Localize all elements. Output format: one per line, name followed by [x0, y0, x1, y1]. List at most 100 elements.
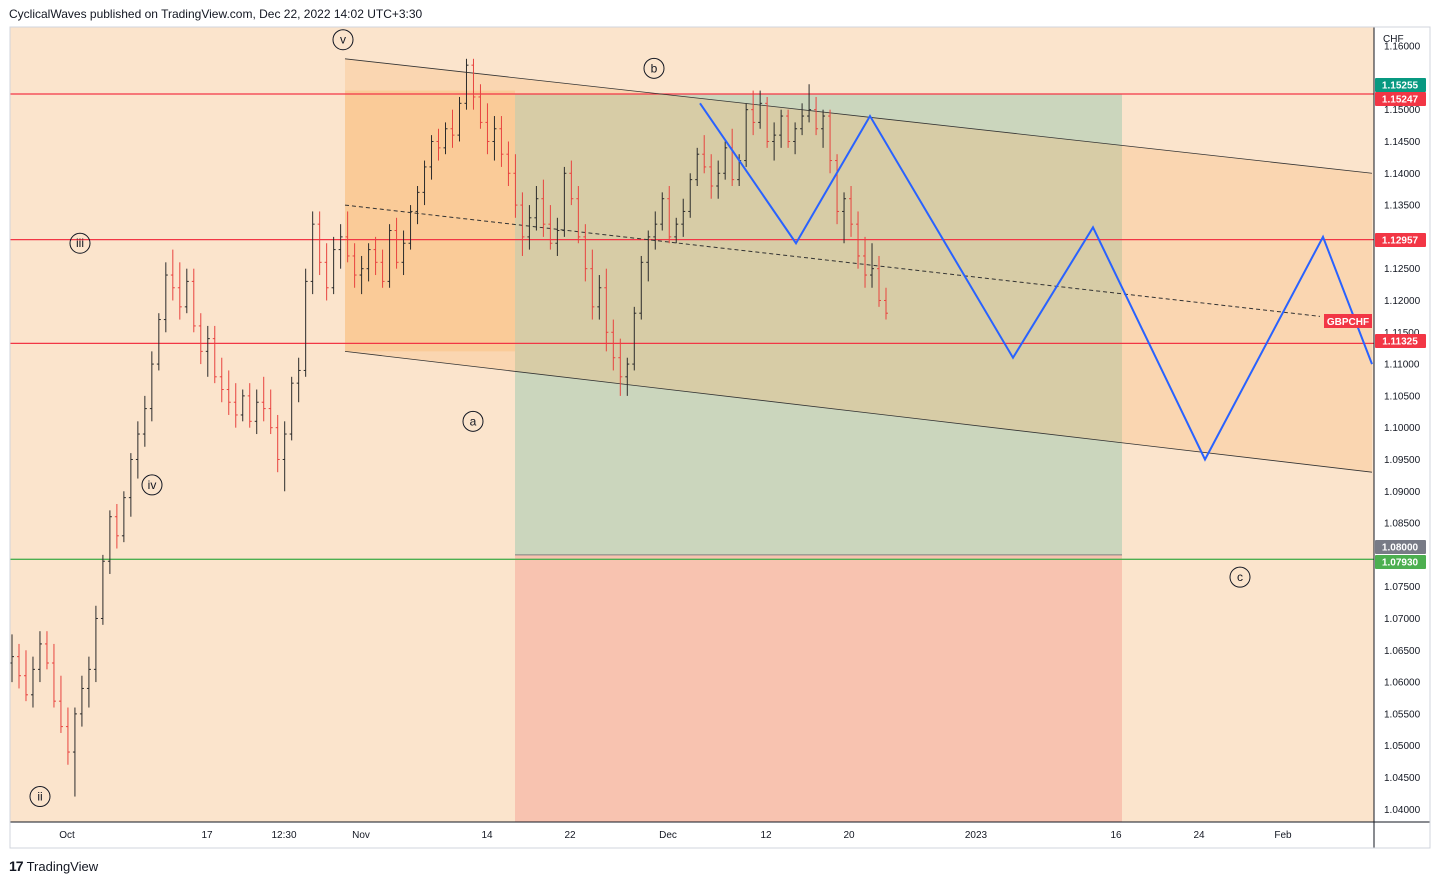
wave-label-circle	[141, 474, 163, 496]
x-tick-label: 16	[1110, 830, 1122, 841]
elliott-projection	[699, 102, 1373, 462]
candle	[828, 109, 833, 174]
candle	[128, 453, 133, 517]
candle	[506, 141, 511, 186]
wave-label-text: b	[651, 61, 658, 75]
wave-label-iv: iv	[141, 474, 163, 496]
candle	[562, 166, 567, 237]
wave-label-circle	[643, 57, 665, 79]
y-tick-label: 1.04500	[1384, 773, 1421, 784]
candle	[513, 154, 518, 218]
candle	[72, 707, 77, 797]
y-tick-label: 1.08500	[1384, 519, 1421, 530]
candle	[555, 217, 560, 256]
wave-label-b: b	[643, 57, 665, 79]
candle	[401, 230, 406, 276]
candle	[205, 325, 210, 377]
y-tick-label: 1.07000	[1384, 614, 1421, 625]
price-badge: 1.12957	[1375, 233, 1426, 247]
candle	[597, 275, 602, 320]
channel-mid-dashed-line	[344, 204, 1321, 317]
candle	[569, 160, 574, 206]
wave-label-ii: ii	[29, 786, 51, 808]
candle	[44, 631, 49, 670]
candle	[660, 192, 665, 231]
y-tick-label: 1.07500	[1384, 582, 1421, 593]
candle	[16, 643, 21, 689]
price-badge-text: 1.08000	[1382, 543, 1419, 554]
candle	[23, 650, 28, 702]
candle	[380, 249, 385, 288]
candle	[296, 357, 301, 403]
candle	[744, 103, 749, 167]
candle	[541, 179, 546, 237]
wave-label-circle	[1229, 566, 1251, 588]
price-badge-bg	[1375, 78, 1426, 92]
x-tick-label: Oct	[59, 830, 75, 841]
candle	[807, 84, 812, 123]
candle	[436, 128, 441, 161]
candle	[282, 421, 287, 492]
y-tick-label: 1.05500	[1384, 709, 1421, 720]
candle	[709, 154, 714, 199]
candle	[632, 306, 637, 371]
price-badge: 1.11325	[1375, 334, 1426, 348]
price-badge-bg	[1375, 92, 1426, 106]
candle	[814, 96, 819, 136]
tradingview-footer[interactable]: 17 TradingView	[9, 858, 98, 874]
candle	[37, 631, 42, 683]
candle	[338, 224, 343, 269]
candle	[583, 224, 588, 282]
candle	[366, 243, 371, 282]
candle	[289, 376, 294, 441]
x-tick-label: 14	[481, 830, 493, 841]
candle	[394, 217, 399, 269]
target-green-zone	[515, 93, 1122, 555]
candle	[471, 58, 476, 110]
candle	[443, 122, 448, 155]
publisher-caption: CyclicalWaves published on TradingView.c…	[9, 7, 423, 21]
y-tick-label: 1.13500	[1384, 201, 1421, 212]
candle	[359, 255, 364, 295]
wave-label-circle	[69, 232, 91, 254]
candle	[142, 395, 147, 447]
wave-label-text: c	[1237, 570, 1243, 584]
x-tick-label: 2023	[965, 830, 988, 841]
candle	[499, 116, 504, 167]
candle	[107, 510, 112, 574]
candle	[625, 357, 630, 396]
channel-upper-line	[344, 58, 1373, 174]
candle	[240, 389, 245, 422]
candle	[65, 707, 70, 765]
candle	[464, 58, 469, 110]
wave-label-text: ii	[37, 790, 42, 804]
candle	[653, 211, 658, 250]
price-badge: 1.08000	[1375, 540, 1426, 554]
candle	[184, 268, 189, 314]
x-tick-label: 24	[1193, 830, 1205, 841]
candle	[86, 656, 91, 708]
candle	[226, 370, 231, 415]
candle	[345, 211, 350, 263]
chart-frame	[9, 26, 1431, 849]
candle	[674, 217, 679, 244]
projection-path	[699, 102, 1373, 462]
candle	[121, 491, 126, 543]
price-badge-bg	[1375, 233, 1426, 247]
candle	[450, 109, 455, 148]
wave-label-iii: iii	[69, 232, 91, 254]
candle	[268, 389, 273, 435]
candle	[681, 198, 686, 237]
candle	[422, 160, 427, 206]
candle	[261, 376, 266, 422]
candle	[415, 186, 420, 225]
price-badge-bg	[1375, 334, 1426, 348]
candle	[387, 224, 392, 288]
candle	[849, 186, 854, 237]
candle	[688, 173, 693, 218]
price-badge: 1.15247	[1375, 92, 1426, 106]
candle	[716, 160, 721, 199]
candle	[604, 268, 609, 352]
candle	[821, 109, 826, 148]
